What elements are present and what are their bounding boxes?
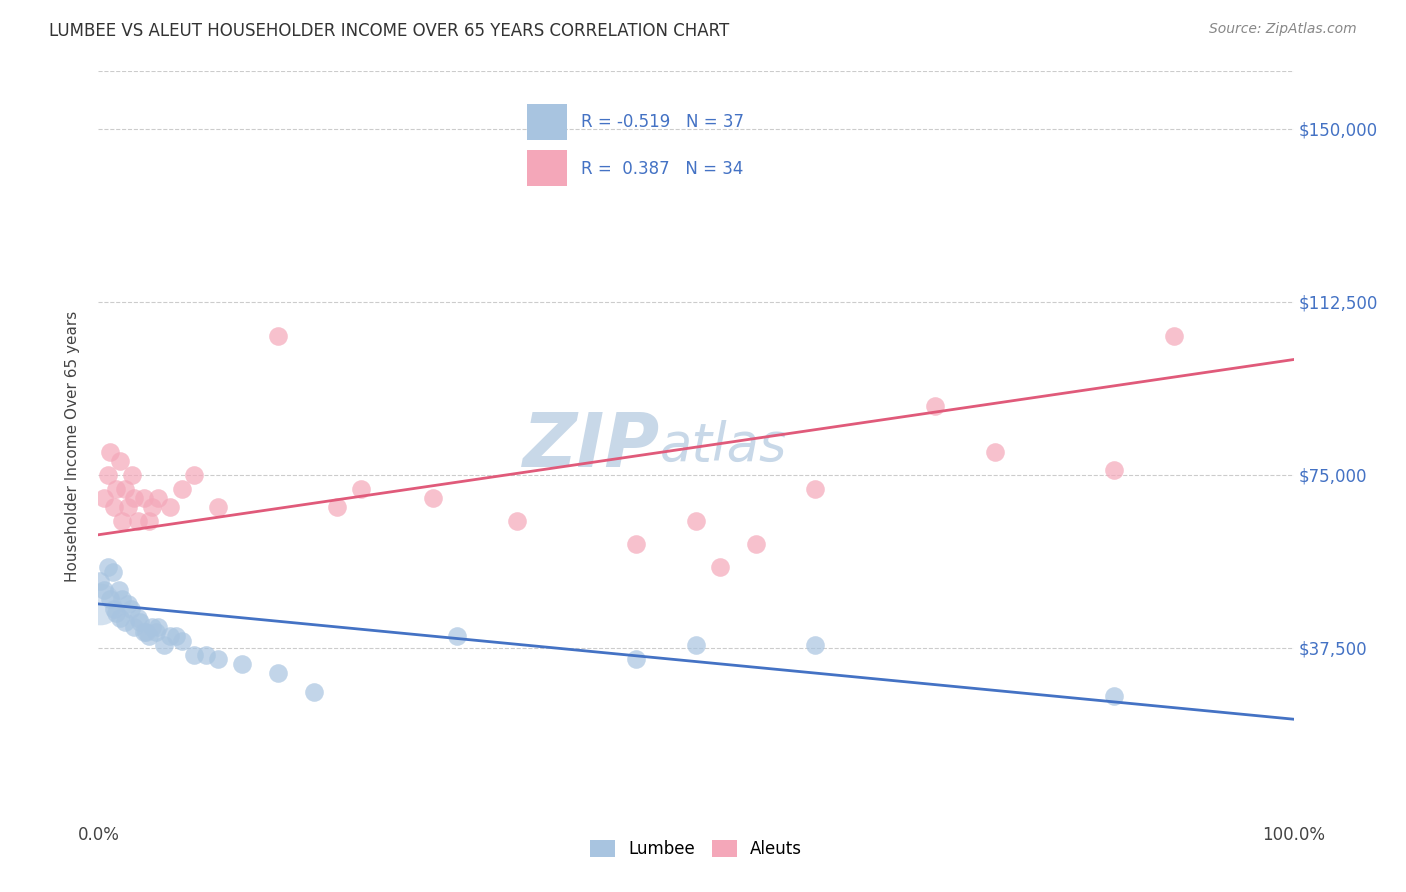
Point [135,624,157,639]
Point [148,620,170,634]
Point [626,537,648,551]
Point [626,652,648,666]
Point [111,592,134,607]
Y-axis label: Householder Income Over 65 years: Householder Income Over 65 years [65,310,80,582]
Point [89,597,111,611]
Point [127,514,149,528]
Point [350,482,373,496]
Point [98,444,122,458]
Point [132,491,155,505]
Point [302,684,325,698]
Text: R =  0.387   N = 34: R = 0.387 N = 34 [581,160,744,178]
Point [97,560,120,574]
Point [111,514,134,528]
Point [685,514,707,528]
Point [93,491,115,505]
Point [129,615,152,630]
Point [1104,463,1126,477]
Text: LUMBEE VS ALEUT HOUSEHOLDER INCOME OVER 65 YEARS CORRELATION CHART: LUMBEE VS ALEUT HOUSEHOLDER INCOME OVER … [49,22,730,40]
Point [1163,329,1185,343]
Point [114,615,136,630]
Point [1104,689,1126,703]
Point [138,629,160,643]
Point [183,648,205,662]
Point [105,606,128,620]
Point [103,601,125,615]
Point [117,597,139,611]
Point [207,652,229,666]
Point [709,560,731,574]
Point [121,467,143,482]
Point [195,648,218,662]
Point [124,620,146,634]
Bar [527,150,568,186]
Point [107,583,129,598]
Legend: Lumbee, Aleuts: Lumbee, Aleuts [583,833,808,864]
Point [124,491,146,505]
Point [120,601,142,615]
Point [153,639,176,653]
Point [105,482,128,496]
Point [172,482,194,496]
Point [132,624,155,639]
Point [183,467,205,482]
Point [685,639,707,653]
Point [138,514,160,528]
Text: atlas: atlas [661,420,787,472]
Point [446,629,468,643]
Bar [527,104,568,140]
Point [114,482,136,496]
Point [93,583,115,598]
Point [101,565,124,579]
Point [326,500,349,514]
Point [98,592,122,607]
Point [506,514,529,528]
Point [924,399,946,413]
Point [148,491,170,505]
Point [97,467,120,482]
Point [159,629,181,643]
Point [165,629,187,643]
Point [231,657,253,671]
Point [207,500,229,514]
Text: Source: ZipAtlas.com: Source: ZipAtlas.com [1209,22,1357,37]
Text: R = -0.519   N = 37: R = -0.519 N = 37 [581,113,744,131]
Point [804,639,827,653]
Point [127,611,149,625]
Point [745,537,768,551]
Point [804,482,827,496]
Point [984,444,1007,458]
Point [117,500,139,514]
Point [89,574,111,588]
Point [172,633,194,648]
Point [108,611,131,625]
Point [141,500,163,514]
Point [422,491,444,505]
Point [267,329,290,343]
Text: ZIP: ZIP [523,409,661,483]
Point [141,620,163,634]
Point [103,500,125,514]
Point [108,454,131,468]
Point [145,624,167,639]
Point [159,500,181,514]
Point [267,666,290,681]
